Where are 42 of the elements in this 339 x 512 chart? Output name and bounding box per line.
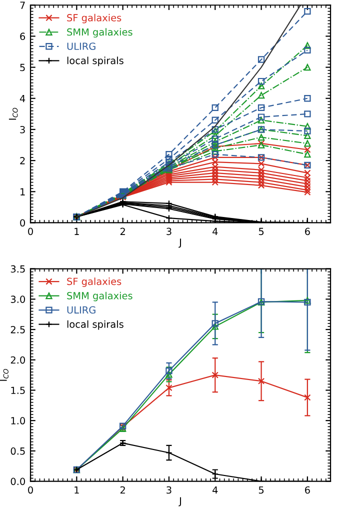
y-tick-label: 0.5 <box>10 447 25 455</box>
y-tick-label: 1.0 <box>11 417 26 424</box>
x-tick-label: 3 <box>166 228 172 236</box>
x-tick-label: 0 <box>28 486 33 494</box>
legend-label: SMM galaxies <box>67 292 132 302</box>
y-axis-title: I$_{CO}$ <box>8 108 18 120</box>
y-tick-label: 6 <box>20 32 26 40</box>
x-tick-label: 5 <box>258 228 264 236</box>
y-tick-label: 5 <box>20 64 25 72</box>
legend-label: local spirals <box>67 320 124 330</box>
x-tick-label: 5 <box>258 486 264 494</box>
y-tick-label: 2 <box>20 157 25 164</box>
y-tick-label: 3.5 <box>10 265 25 273</box>
y-tick-label: 0 <box>20 219 26 227</box>
legend-label: ULIRG <box>67 306 96 314</box>
y-tick-label: 0.0 <box>10 478 26 486</box>
y-tick-label: 1.5 <box>11 386 25 394</box>
x-tick-label: 0 <box>28 228 33 236</box>
y-tick-label: 7 <box>20 2 25 9</box>
x-tick-label: 2 <box>120 228 125 235</box>
y-tick-label: 3.0 <box>10 296 26 303</box>
x-tick-label: 4 <box>212 486 218 494</box>
x-axis-title: J <box>178 497 181 506</box>
x-tick-label: 6 <box>305 228 310 236</box>
y-tick-label: 1 <box>20 188 25 196</box>
y-tick-label: 2.0 <box>10 356 26 364</box>
x-axis-title: J <box>178 238 181 248</box>
legend-label: SMM galaxies <box>67 28 132 38</box>
legend-label: local spirals <box>67 56 124 66</box>
legend-label: SF galaxies <box>67 278 122 287</box>
x-tick-label: 3 <box>166 486 172 494</box>
y-tick-label: 2.5 <box>10 326 25 334</box>
x-tick-label: 1 <box>74 486 79 494</box>
y-axis-title: I$_{CO}$ <box>0 368 8 381</box>
legend-label: ULIRG <box>67 42 96 50</box>
x-tick-label: 6 <box>305 486 310 494</box>
x-tick-label: 2 <box>120 486 125 494</box>
legend-label: SF galaxies <box>67 14 122 24</box>
y-tick-label: 3 <box>20 126 25 134</box>
x-tick-label: 1 <box>74 228 79 235</box>
x-tick-label: 4 <box>212 228 218 235</box>
y-tick-label: 4 <box>20 94 26 102</box>
